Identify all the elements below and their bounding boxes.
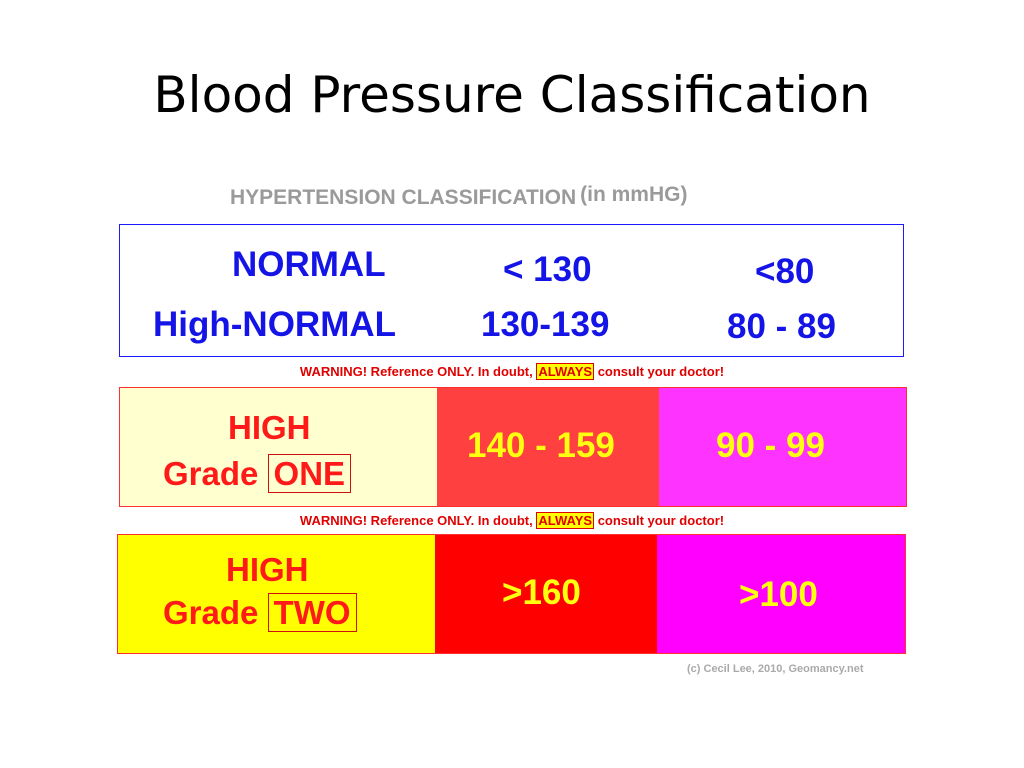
warning-text-after: consult your doctor! [597, 364, 725, 379]
copyright-note: (c) Cecil Lee, 2010, Geomancy.net [687, 663, 864, 675]
grade-one-grade-word: Grade [163, 455, 259, 492]
grade-two-row: HIGH Grade TWO >160 >100 [117, 534, 906, 654]
grade-two-number: TWO [267, 593, 357, 632]
normal-systolic: < 130 [503, 250, 592, 289]
warning-message-2: WARNING! Reference ONLY. In doubt, ALWAY… [0, 512, 1024, 529]
warning-message-1: WARNING! Reference ONLY. In doubt, ALWAY… [0, 363, 1024, 380]
grade-one-systolic: 140 - 159 [467, 426, 615, 465]
grade-one-high: HIGH [228, 409, 311, 446]
grade-two-diastolic-cell: >100 [657, 535, 905, 653]
grade-two-diastolic: >100 [739, 575, 818, 614]
grade-two-high: HIGH [226, 551, 309, 588]
grade-two-systolic-cell: >160 [435, 535, 657, 653]
high-normal-diastolic: 80 - 89 [727, 307, 836, 346]
grade-one-systolic-cell: 140 - 159 [437, 388, 659, 506]
grade-two-grade-word: Grade [163, 594, 259, 631]
classification-heading: HYPERTENSION CLASSIFICATION (in mmHG) [230, 183, 688, 210]
normal-range-table [119, 224, 904, 357]
grade-two-label-cell: HIGH Grade TWO [118, 535, 435, 653]
grade-two-systolic: >160 [502, 573, 581, 612]
grade-two-grade: Grade TWO [163, 591, 357, 635]
high-normal-systolic: 130-139 [481, 305, 610, 344]
warning-text-after: consult your doctor! [597, 513, 725, 528]
normal-diastolic: <80 [755, 252, 815, 291]
classification-heading-unit: (in mmHG) [580, 183, 688, 206]
grade-one-diastolic: 90 - 99 [716, 426, 825, 465]
grade-one-grade: Grade ONE [163, 452, 352, 496]
grade-one-row: HIGH Grade ONE 140 - 159 90 - 99 [119, 387, 907, 507]
grade-one-number: ONE [267, 454, 352, 493]
grade-one-label-cell: HIGH Grade ONE [120, 388, 437, 506]
warning-highlight: ALWAYS [536, 512, 595, 529]
normal-label: NORMAL [232, 245, 386, 284]
warning-highlight: ALWAYS [536, 363, 595, 380]
warning-text-before: WARNING! Reference ONLY. In doubt, [299, 364, 533, 379]
classification-heading-main: HYPERTENSION CLASSIFICATION [230, 186, 577, 209]
grade-one-diastolic-cell: 90 - 99 [659, 388, 906, 506]
warning-text-before: WARNING! Reference ONLY. In doubt, [299, 513, 533, 528]
slide-title: Blood Pressure Classification [153, 66, 871, 124]
high-normal-label: High-NORMAL [153, 305, 397, 344]
